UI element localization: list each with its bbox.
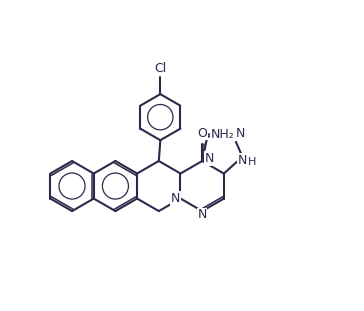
Text: N: N [198, 208, 207, 221]
Text: O: O [197, 127, 207, 140]
Text: NH₂: NH₂ [211, 128, 235, 142]
Text: N: N [205, 152, 214, 165]
Text: N: N [171, 192, 181, 205]
Text: Cl: Cl [154, 62, 166, 75]
Text: H: H [248, 157, 256, 167]
Text: N: N [238, 154, 247, 167]
Text: N: N [236, 128, 245, 140]
